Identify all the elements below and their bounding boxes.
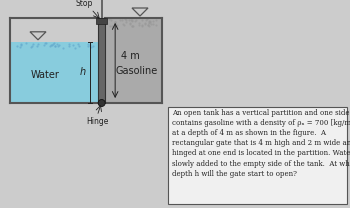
Bar — [10, 42, 98, 103]
Bar — [105, 18, 162, 103]
Text: Stop: Stop — [76, 0, 93, 8]
Text: An open tank has a vertical partition and one side
contains gasoline with a dens: An open tank has a vertical partition an… — [172, 109, 350, 178]
Text: h: h — [80, 67, 86, 77]
Text: Hinge: Hinge — [86, 117, 108, 126]
Text: 4 m: 4 m — [121, 51, 140, 61]
Bar — [98, 18, 105, 103]
Text: Water: Water — [30, 71, 60, 80]
Circle shape — [98, 99, 105, 106]
Text: Gasoline: Gasoline — [115, 66, 158, 76]
Bar — [96, 18, 107, 24]
FancyBboxPatch shape — [168, 107, 347, 204]
